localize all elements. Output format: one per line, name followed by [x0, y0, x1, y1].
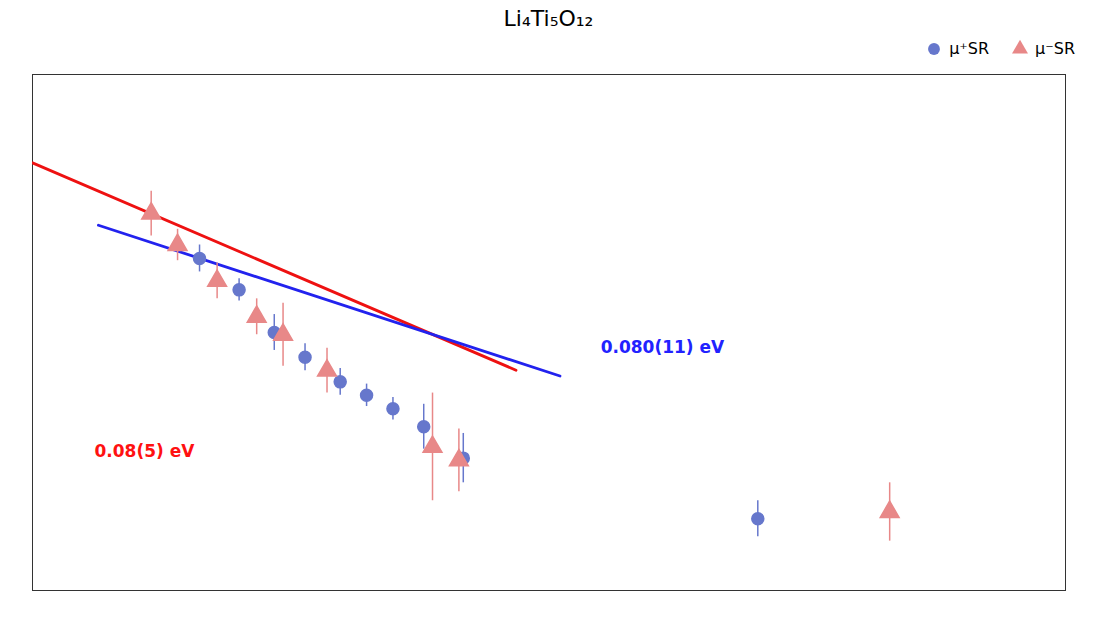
html-text:Li₄Ti₅O₁₂: Li₄Ti₅O₁₂ — [503, 6, 594, 31]
svg-text:0.080(11) eV: 0.080(11) eV — [601, 337, 725, 357]
html-text:μ⁺SR: μ⁺SR — [949, 38, 990, 58]
html-text:μ⁻SR: μ⁻SR — [1035, 38, 1075, 58]
svg-text:0.08(5) eV: 0.08(5) eV — [94, 441, 195, 461]
